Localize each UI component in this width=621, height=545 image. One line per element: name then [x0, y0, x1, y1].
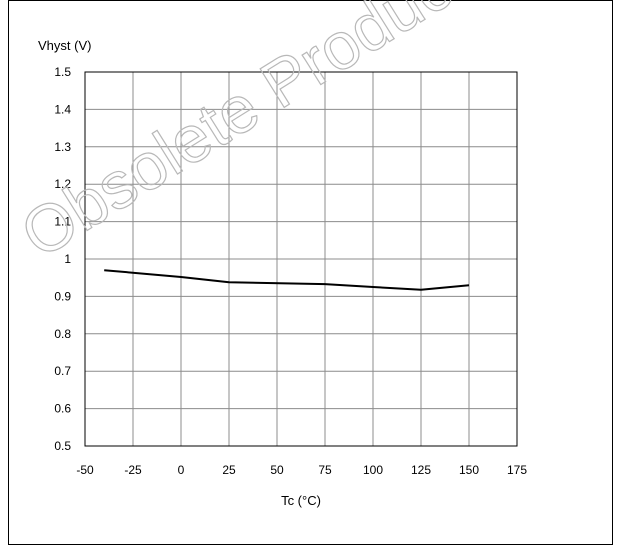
series-layer: [104, 269, 470, 291]
y-axis-label: Vhyst (V): [38, 38, 91, 53]
x-tick-label: 150: [459, 463, 479, 477]
x-tick-label: 75: [318, 463, 332, 477]
y-tick-label: 0.9: [54, 289, 71, 303]
x-tick-label: -50: [76, 463, 94, 477]
y-tick-label: 1: [64, 252, 71, 266]
x-tick-label: 125: [411, 463, 431, 477]
x-axis-label: Tc (°C): [281, 493, 321, 508]
x-tick-label: 50: [270, 463, 284, 477]
x-tick-label: -25: [124, 463, 142, 477]
y-tick-labels: 0.5 0.6 0.7 0.8 0.9 1 1.1 1.2 1.3 1.4 1.5: [54, 65, 71, 453]
x-tick-label: 25: [222, 463, 236, 477]
y-tick-label: 1.3: [54, 140, 71, 154]
y-tick-label: 0.7: [54, 364, 71, 378]
y-tick-label: 1.5: [54, 65, 71, 79]
y-tick-label: 0.6: [54, 402, 71, 416]
y-tick-label: 0.8: [54, 327, 71, 341]
x-tick-label: 0: [178, 463, 185, 477]
y-tick-label: 1.1: [54, 215, 71, 229]
x-tick-label: 100: [363, 463, 383, 477]
x-tick-label: 175: [507, 463, 527, 477]
series-line: [104, 269, 470, 291]
plot-area: [84, 71, 518, 447]
y-tick-label: 1.4: [54, 102, 71, 116]
x-tick-labels: -50 -25 0 25 50 75 100 125 150 175: [76, 463, 527, 477]
y-tick-label: 0.5: [54, 439, 71, 453]
y-tick-label: 1.2: [54, 177, 71, 191]
